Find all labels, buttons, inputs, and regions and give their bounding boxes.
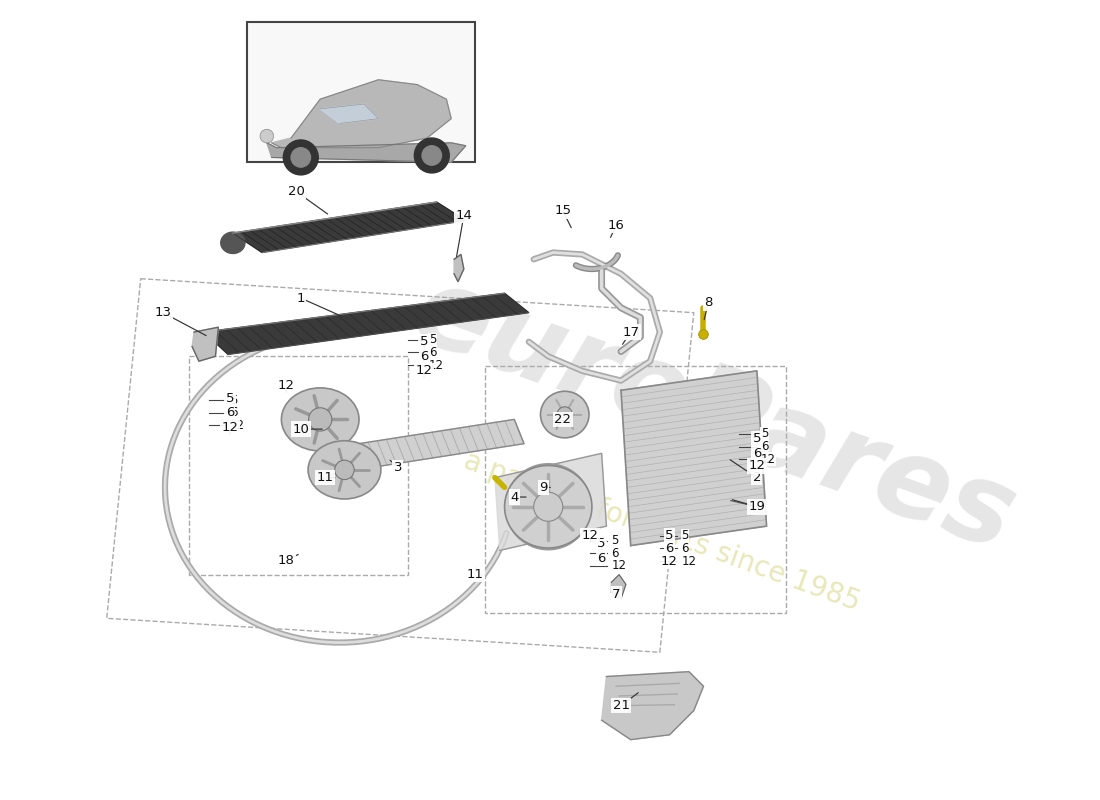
Text: 5: 5 <box>612 534 618 547</box>
Text: 22: 22 <box>554 413 571 426</box>
Text: 6: 6 <box>420 350 428 363</box>
Circle shape <box>422 146 441 165</box>
Text: 6: 6 <box>226 406 234 419</box>
Text: 5: 5 <box>597 537 606 550</box>
Circle shape <box>292 148 310 167</box>
Circle shape <box>284 140 318 175</box>
Text: 14: 14 <box>455 209 472 222</box>
Text: euroPares: euroPares <box>400 258 1030 574</box>
Text: 6: 6 <box>429 346 437 359</box>
Ellipse shape <box>282 388 359 451</box>
Circle shape <box>260 130 274 143</box>
Polygon shape <box>267 143 465 162</box>
Text: 12: 12 <box>429 358 444 371</box>
Text: 5: 5 <box>752 432 761 446</box>
Polygon shape <box>359 419 524 468</box>
Polygon shape <box>233 202 465 253</box>
Text: 12: 12 <box>612 559 626 573</box>
Text: 9: 9 <box>539 481 548 494</box>
Text: 6: 6 <box>666 542 673 555</box>
Text: 5: 5 <box>420 335 428 348</box>
Text: 12: 12 <box>761 453 776 466</box>
Text: 12: 12 <box>681 554 696 567</box>
Text: a passion for parts since 1985: a passion for parts since 1985 <box>460 447 864 617</box>
Text: 10: 10 <box>293 422 309 436</box>
Circle shape <box>334 460 354 479</box>
Text: 13: 13 <box>154 306 172 319</box>
Ellipse shape <box>221 232 245 254</box>
Polygon shape <box>320 104 378 123</box>
Text: 5: 5 <box>226 391 234 405</box>
Polygon shape <box>192 327 218 361</box>
Text: 21: 21 <box>613 699 629 712</box>
Text: 12: 12 <box>582 530 598 542</box>
Text: 15: 15 <box>554 204 571 218</box>
Text: 5: 5 <box>761 427 768 441</box>
Text: 5: 5 <box>681 530 689 542</box>
Polygon shape <box>612 574 626 599</box>
Text: 12: 12 <box>277 379 295 392</box>
Ellipse shape <box>308 441 381 499</box>
Ellipse shape <box>505 466 592 548</box>
Circle shape <box>309 408 332 431</box>
Text: 6: 6 <box>597 552 606 565</box>
Text: 8: 8 <box>704 297 713 310</box>
Polygon shape <box>621 371 767 546</box>
Text: 6: 6 <box>761 440 768 453</box>
Text: 6: 6 <box>681 542 689 555</box>
Text: 20: 20 <box>287 185 305 198</box>
Bar <box>248 22 475 162</box>
Text: 12: 12 <box>661 554 678 567</box>
Polygon shape <box>602 672 704 740</box>
Text: 6: 6 <box>752 447 761 460</box>
Polygon shape <box>495 454 606 550</box>
Polygon shape <box>272 80 451 148</box>
Text: 5: 5 <box>666 530 674 542</box>
Circle shape <box>557 406 572 422</box>
Text: 7: 7 <box>612 587 620 601</box>
Text: 6: 6 <box>230 406 238 419</box>
Text: 5: 5 <box>429 334 437 346</box>
Ellipse shape <box>540 391 589 438</box>
Text: 1: 1 <box>297 292 305 305</box>
Text: 18: 18 <box>278 554 295 566</box>
Text: 19: 19 <box>748 500 766 514</box>
Text: 12: 12 <box>230 418 245 432</box>
Text: 5: 5 <box>230 394 238 406</box>
Circle shape <box>415 138 449 173</box>
Text: 4: 4 <box>510 490 518 503</box>
Text: 12: 12 <box>221 421 239 434</box>
Polygon shape <box>204 294 529 354</box>
Text: 12: 12 <box>748 459 766 473</box>
Text: 3: 3 <box>394 462 403 474</box>
Text: 6: 6 <box>612 547 619 560</box>
Polygon shape <box>454 254 464 282</box>
Text: 17: 17 <box>623 326 639 338</box>
Circle shape <box>534 492 563 522</box>
Text: 12: 12 <box>416 364 432 378</box>
Text: 11: 11 <box>468 568 484 581</box>
Text: 16: 16 <box>607 219 625 232</box>
Text: 2: 2 <box>752 471 761 484</box>
Text: 11: 11 <box>317 471 333 484</box>
